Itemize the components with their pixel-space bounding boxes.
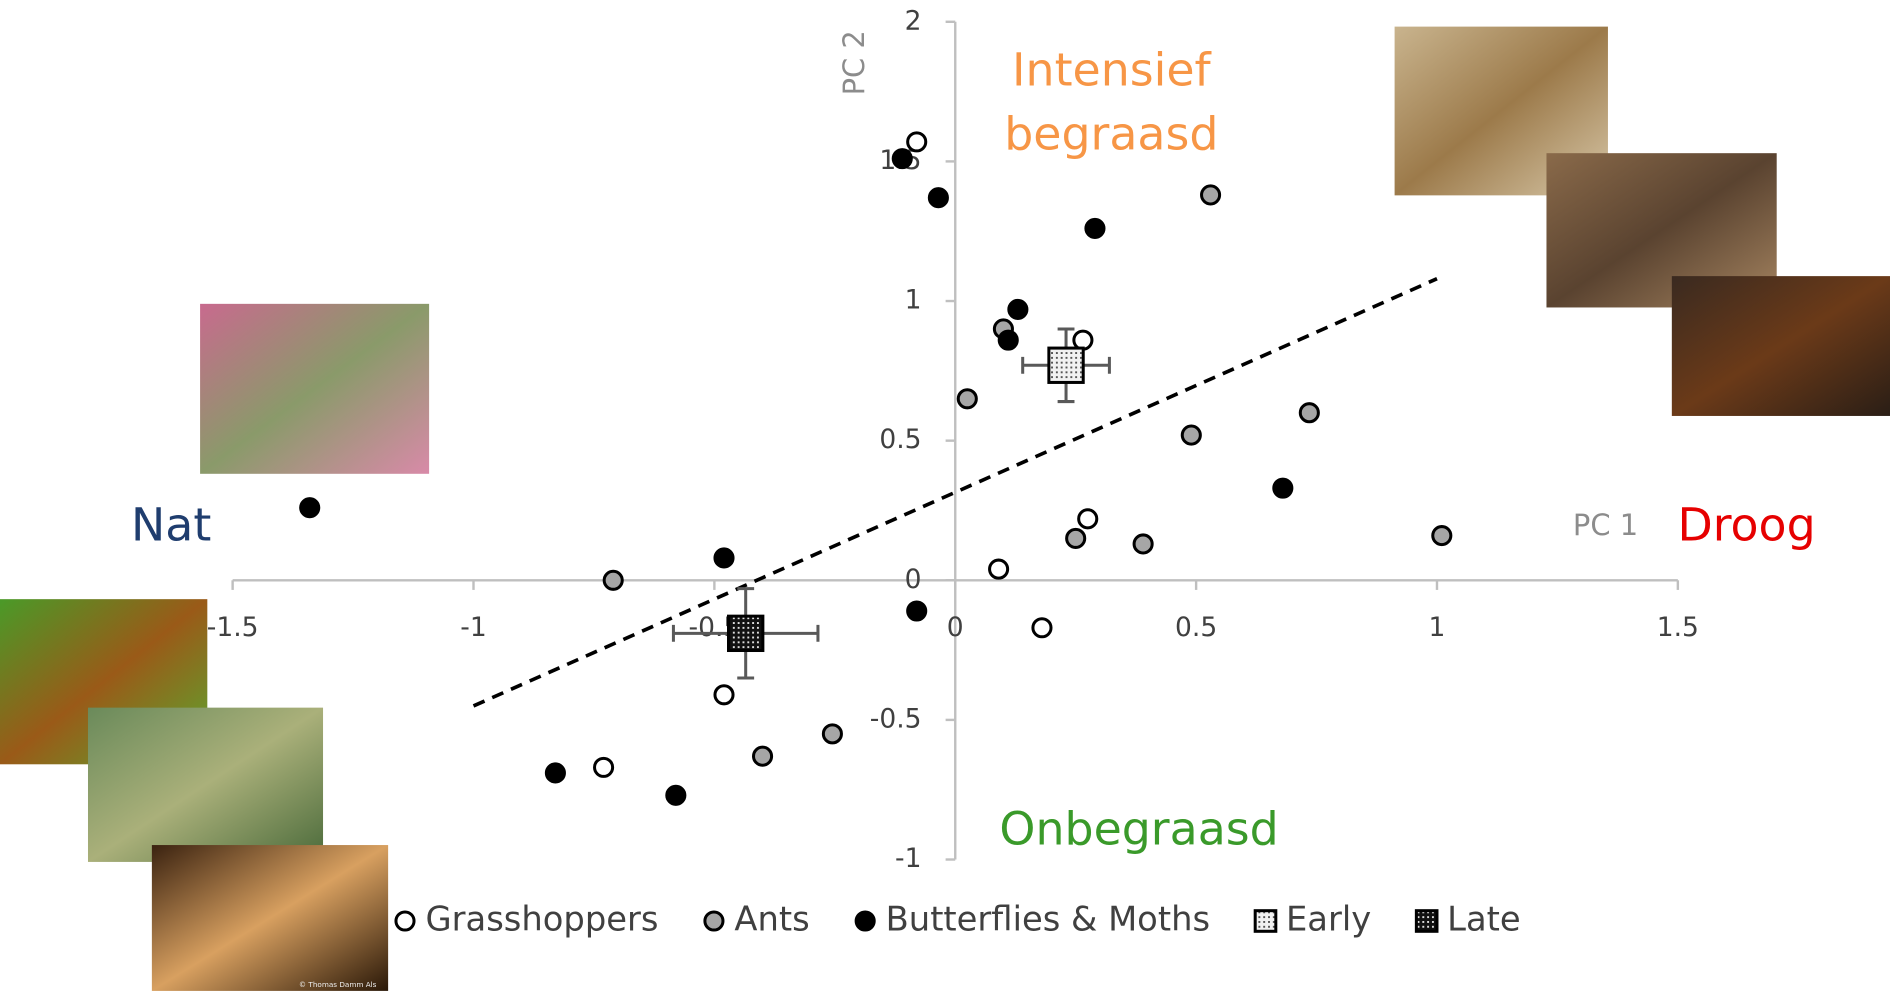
photo [87, 707, 324, 862]
point [713, 547, 735, 569]
point [1200, 184, 1222, 206]
point [821, 723, 843, 745]
point [752, 745, 774, 767]
point [544, 762, 566, 784]
y-tick-label: 0.5 [879, 424, 921, 455]
annotation: Onbegraasd [999, 801, 1278, 855]
y-tick-label: 2 [905, 5, 922, 36]
annotation-line: Intensief [1012, 42, 1211, 96]
y-tick-label: -1 [895, 843, 921, 874]
point [906, 131, 928, 153]
legend-marker [1414, 909, 1439, 933]
annotation: Intensief begraasd [1004, 42, 1218, 160]
photos: © Thomas Damm Als [0, 26, 1890, 991]
point [713, 684, 735, 706]
x-tick-label: 1.5 [1657, 612, 1699, 643]
point [1072, 329, 1094, 351]
point [1272, 477, 1294, 499]
legend-marker [703, 910, 725, 932]
annotation: Droog [1677, 498, 1815, 552]
x-tick-label: 1 [1429, 612, 1446, 643]
x-tick-label: -1 [460, 612, 486, 643]
photo [200, 303, 430, 474]
point [891, 148, 913, 170]
x-tick-label: -1.5 [207, 612, 259, 643]
point [927, 187, 949, 209]
point [1084, 217, 1106, 239]
photo [1671, 276, 1890, 416]
legend-label: Late [1447, 899, 1520, 938]
y-tick-label: 0 [905, 564, 922, 595]
point [906, 600, 928, 622]
point [1132, 533, 1154, 555]
legend-label: Grasshoppers [425, 899, 658, 938]
point [299, 497, 321, 519]
point [1031, 617, 1053, 639]
point [1007, 298, 1029, 320]
photo [151, 845, 389, 991]
point [602, 569, 624, 591]
legend-marker [394, 910, 416, 932]
photo-credit: © Thomas Damm Als [299, 980, 377, 989]
legend-label: Early [1286, 899, 1371, 938]
point [1180, 424, 1202, 446]
point [1431, 525, 1453, 547]
point [1047, 346, 1085, 384]
trendline [472, 277, 1438, 708]
annotation-line: begraasd [1004, 106, 1218, 160]
legend-marker [854, 910, 876, 932]
point [1065, 527, 1087, 549]
legend-marker [1253, 909, 1278, 933]
point [1298, 402, 1320, 424]
legend-label: Ants [734, 899, 809, 938]
y-tick-label: -0.5 [870, 703, 922, 734]
point [665, 784, 687, 806]
x-axis-title: PC 1 [1573, 508, 1638, 542]
point [956, 388, 978, 410]
legend-label: Butterflies & Moths [886, 899, 1210, 938]
y-axis-title: PC 2 [837, 30, 871, 95]
annotation: Nat [131, 498, 211, 552]
point [593, 756, 615, 778]
point [988, 558, 1010, 580]
point [727, 614, 765, 653]
x-tick-label: 0.5 [1175, 612, 1217, 643]
y-tick-label: 1 [905, 285, 922, 316]
point [997, 329, 1019, 351]
point [1077, 508, 1099, 530]
x-tick-label: 0 [947, 612, 964, 643]
